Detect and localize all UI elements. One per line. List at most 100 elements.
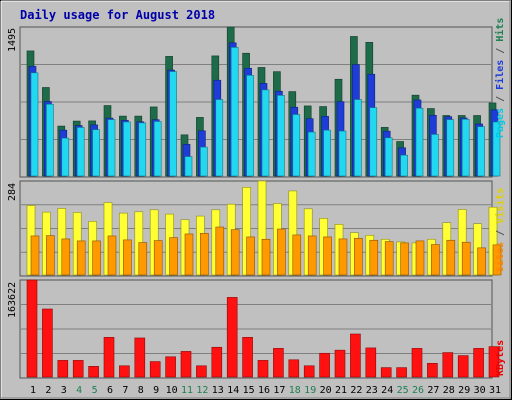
bar-kbytes-day-18	[288, 359, 300, 378]
bar-pages-day-27	[431, 134, 439, 177]
bar-pages-day-9	[153, 121, 162, 177]
middle-legend: Sites / Visits	[494, 188, 506, 272]
bar-pages-day-13	[215, 99, 224, 177]
bar-sites-day-17	[277, 228, 286, 276]
bar-pages-day-19	[307, 131, 316, 177]
legend-part-0: KBytes	[495, 340, 506, 376]
bar-sites-day-1	[30, 235, 40, 276]
visits-sites-panel: 284 Sites / Visits	[7, 180, 506, 277]
bar-kbytes-day-8	[134, 337, 146, 378]
x-label-day-31: 31	[489, 385, 501, 396]
bar-pages-day-22	[354, 99, 362, 177]
bar-sites-day-14	[230, 229, 240, 276]
bar-pages-day-29	[461, 118, 470, 177]
bar-kbytes-day-25	[396, 367, 407, 378]
bar-pages-day-15	[246, 75, 254, 177]
bar-kbytes-day-28	[442, 352, 454, 378]
bar-kbytes-day-7	[119, 365, 130, 378]
bar-sites-day-18	[292, 234, 302, 276]
x-label-day-11: 11	[181, 385, 193, 396]
x-label-day-10: 10	[166, 385, 178, 396]
bar-sites-day-24	[384, 241, 394, 276]
x-axis-day-labels: 1 2 3 4 5 6 7 8 9 10 11 12 13 14 15 16 17 18 19 20 21 22 23 24 2…	[30, 385, 501, 396]
x-label-day-26: 26	[412, 385, 424, 396]
legend-part-4: Hits	[494, 18, 506, 42]
middle-ymax-label: 284	[7, 183, 18, 201]
x-label-day-22: 22	[350, 385, 362, 396]
bar-pages-day-20	[323, 129, 331, 177]
bar-pages-day-12	[200, 146, 208, 177]
bar-pages-day-26	[415, 107, 424, 177]
legend-part-3: /	[495, 42, 506, 60]
bar-sites-day-20	[323, 236, 332, 276]
bar-kbytes-day-9	[149, 361, 161, 378]
bar-sites-day-30	[477, 247, 486, 276]
legend-part-0: Sites	[494, 242, 506, 272]
bar-sites-day-25	[400, 242, 409, 276]
bar-kbytes-day-24	[380, 367, 392, 378]
bar-kbytes-day-5	[88, 366, 99, 378]
bar-kbytes-day-27	[427, 363, 438, 378]
kbytes-panel: 163622 KBytes	[7, 279, 506, 379]
bar-kbytes-day-22	[350, 333, 361, 378]
x-label-day-17: 17	[273, 385, 285, 396]
x-label-day-18: 18	[289, 385, 301, 396]
bar-kbytes-day-13	[211, 346, 223, 378]
bar-sites-day-5	[92, 240, 101, 276]
x-label-day-29: 29	[458, 385, 470, 396]
x-label-day-14: 14	[227, 385, 239, 396]
bottom-bars	[26, 279, 500, 378]
bar-kbytes-day-20	[319, 352, 330, 378]
x-label-day-13: 13	[212, 385, 224, 396]
bar-pages-day-2	[46, 103, 54, 177]
bar-kbytes-day-2	[42, 308, 53, 378]
bar-pages-day-11	[184, 156, 193, 177]
bar-pages-day-23	[369, 107, 378, 177]
x-label-day-1: 1	[30, 385, 36, 396]
legend-part-1: /	[495, 90, 506, 108]
bar-pages-day-7	[123, 121, 131, 177]
bar-sites-day-12	[200, 232, 209, 276]
bar-pages-day-31	[492, 121, 501, 177]
x-label-day-9: 9	[153, 385, 159, 396]
legend-part-2: Files	[494, 60, 506, 90]
top-ymax-label: 1495	[7, 28, 18, 52]
bar-kbytes-day-19	[303, 365, 315, 378]
bar-kbytes-day-30	[473, 348, 484, 378]
bar-sites-day-15	[246, 236, 255, 276]
x-label-day-12: 12	[196, 385, 208, 396]
bar-sites-day-26	[415, 240, 425, 276]
bar-pages-day-30	[477, 126, 485, 177]
top-legend: Pages / Files / Hits	[494, 18, 506, 138]
bar-sites-day-9	[153, 240, 163, 276]
bar-sites-day-11	[184, 233, 194, 276]
bar-kbytes-day-31	[488, 346, 500, 378]
bar-sites-day-2	[46, 235, 55, 276]
bottom-legend: KBytes	[495, 340, 506, 376]
bar-pages-day-6	[107, 119, 116, 177]
bar-pages-day-28	[446, 119, 455, 177]
x-label-day-21: 21	[335, 385, 347, 396]
bar-sites-day-4	[76, 240, 86, 276]
bar-kbytes-day-4	[72, 360, 84, 378]
x-label-day-28: 28	[443, 385, 455, 396]
x-label-day-23: 23	[366, 385, 378, 396]
bar-pages-day-3	[61, 137, 70, 177]
middle-bars	[26, 180, 502, 276]
x-label-day-8: 8	[138, 385, 144, 396]
bar-kbytes-day-21	[334, 349, 346, 378]
legend-part-0: Pages	[495, 108, 506, 138]
x-label-day-20: 20	[320, 385, 332, 396]
bar-pages-day-18	[292, 114, 301, 177]
x-label-day-6: 6	[107, 385, 113, 396]
bar-sites-day-27	[431, 244, 440, 276]
x-label-day-19: 19	[304, 385, 316, 396]
bar-sites-day-13	[215, 226, 225, 276]
bottom-ymax-label: 163622	[7, 282, 18, 318]
x-label-day-16: 16	[258, 385, 270, 396]
bar-kbytes-day-23	[365, 347, 377, 378]
bar-pages-day-21	[338, 130, 347, 177]
x-label-day-4: 4	[76, 385, 82, 396]
